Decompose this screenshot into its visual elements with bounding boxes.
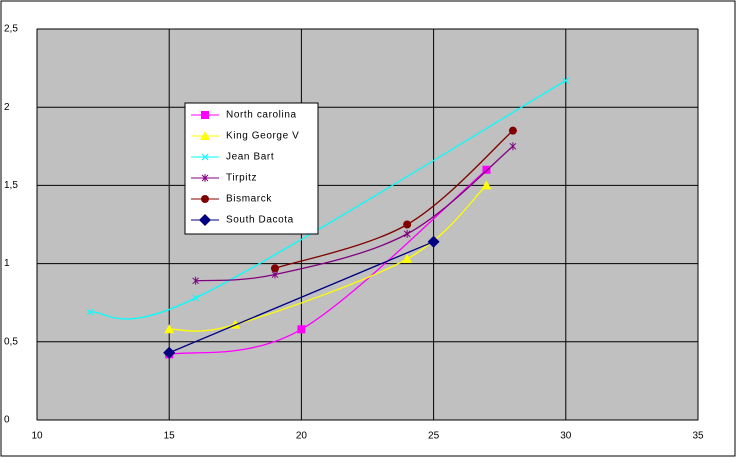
series-line — [89, 80, 567, 320]
marker — [508, 126, 517, 135]
legend-box — [184, 102, 319, 235]
marker — [481, 180, 492, 190]
marker — [509, 142, 517, 151]
marker — [201, 174, 209, 182]
marker — [200, 131, 210, 140]
plot-area — [36, 28, 699, 421]
marker — [86, 308, 94, 316]
marker — [402, 253, 413, 263]
marker — [403, 220, 412, 229]
series-line — [169, 184, 487, 332]
y-tick-label: 1,5 — [4, 180, 18, 191]
x-tick-label: 10 — [31, 431, 43, 442]
y-tick-label: 1 — [4, 258, 10, 269]
marker — [199, 214, 211, 226]
x-tick-label: 30 — [560, 431, 572, 442]
marker — [562, 77, 570, 84]
marker — [201, 195, 209, 203]
marker — [427, 235, 440, 248]
legend-label: Bismarck — [226, 194, 272, 205]
marker — [270, 264, 279, 273]
x-tick-label: 15 — [164, 431, 176, 442]
marker — [192, 294, 199, 302]
marker — [163, 346, 176, 359]
marker — [403, 229, 411, 238]
x-tick-label: 25 — [428, 431, 440, 442]
y-tick-label: 0,5 — [4, 336, 18, 347]
x-tick-label: 35 — [692, 431, 704, 442]
marker — [192, 276, 199, 285]
marker — [297, 325, 306, 334]
y-tick-label: 2 — [4, 102, 10, 113]
legend-label: North carolina — [226, 110, 297, 121]
y-tick-label: 0 — [4, 415, 10, 426]
legend-label: Jean Bart — [226, 152, 274, 163]
series-line — [195, 145, 514, 282]
y-tick-label: 2,5 — [4, 24, 18, 35]
marker — [482, 165, 491, 174]
marker — [164, 324, 175, 334]
x-tick-label: 20 — [296, 431, 308, 442]
series-line — [168, 241, 434, 354]
marker — [201, 111, 209, 119]
legend-label: King George V — [226, 131, 299, 142]
legend-label: Tirpitz — [226, 173, 257, 184]
legend-label: South Dacota — [226, 215, 294, 226]
marker — [201, 153, 209, 161]
